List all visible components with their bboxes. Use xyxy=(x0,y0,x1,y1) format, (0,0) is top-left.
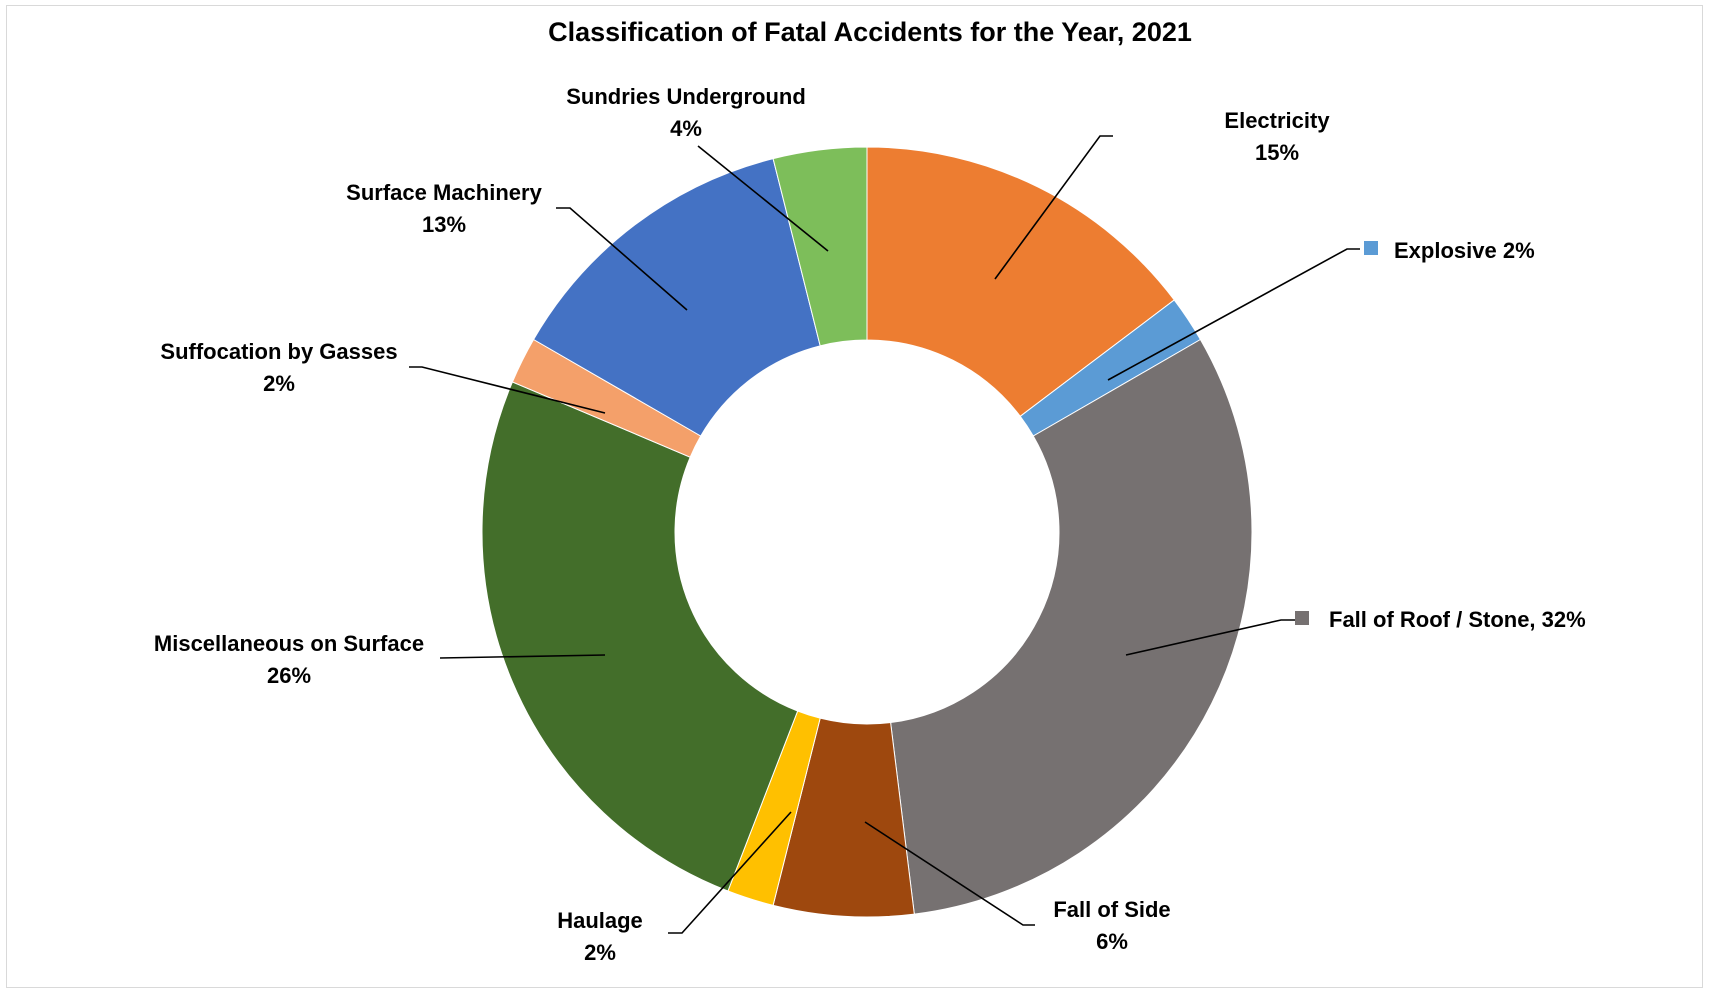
data-label-suffocation-name: Suffocation by Gasses xyxy=(160,339,397,364)
data-label-electricity-name: Electricity xyxy=(1224,108,1330,133)
slice-surface-machinery xyxy=(532,158,821,437)
leader-line-electricity xyxy=(994,135,1113,280)
leader-line-misc xyxy=(439,654,606,659)
data-label-misc-pct: 26% xyxy=(267,663,311,688)
leader-line-suffocation xyxy=(409,366,606,414)
data-label-fall-roof: Fall of Roof / Stone, 32% xyxy=(1329,607,1586,632)
leader-line-surface-machinery xyxy=(556,207,688,311)
data-label-explosive: Explosive 2% xyxy=(1394,238,1535,263)
data-label-fall-side-pct: 6% xyxy=(1096,929,1128,954)
data-label-haulage-name: Haulage xyxy=(557,908,643,933)
leader-line-fall-roof xyxy=(1125,619,1296,656)
data-label-sundries-pct: 4% xyxy=(670,116,702,141)
leader-line-haulage xyxy=(668,811,792,934)
data-label-electricity-pct: 15% xyxy=(1255,140,1299,165)
slice-miscellaneous-on-surface xyxy=(481,381,799,892)
data-label-misc-name: Miscellaneous on Surface xyxy=(154,631,424,656)
slice-electricity xyxy=(866,146,1175,417)
data-label-haulage-pct: 2% xyxy=(584,940,616,965)
data-label-sundries-name: Sundries Underground xyxy=(566,84,806,109)
slice-sundries-underground xyxy=(772,146,868,347)
slice-fall-of-roof-stone xyxy=(890,338,1253,915)
leader-line-sundries xyxy=(697,145,829,252)
leader-line-explosive xyxy=(1107,248,1360,381)
data-label-suffocation-pct: 2% xyxy=(263,371,295,396)
data-label-fall-side-name: Fall of Side xyxy=(1053,897,1170,922)
data-label-surface-machinery-name: Surface Machinery xyxy=(346,180,542,205)
legend-key-fall-roof xyxy=(1295,611,1309,625)
leader-lines xyxy=(409,135,1360,934)
chart-title: Classification of Fatal Accidents for th… xyxy=(548,17,1192,47)
data-label-surface-machinery-pct: 13% xyxy=(422,212,466,237)
donut-slices xyxy=(481,146,1253,918)
legend-key-explosive xyxy=(1364,241,1378,255)
leader-line-fall-side xyxy=(864,821,1035,926)
